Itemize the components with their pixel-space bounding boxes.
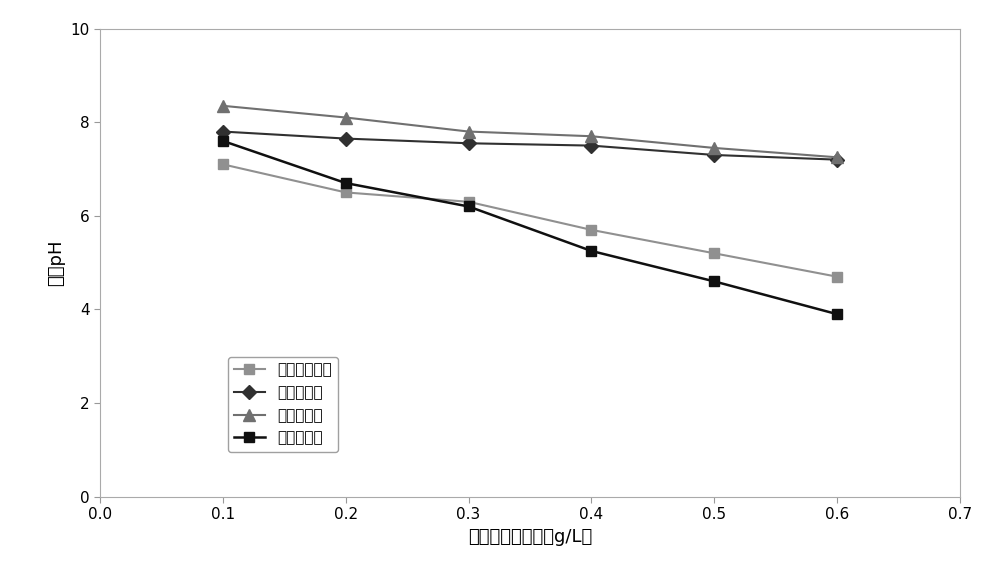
Y-axis label: 出水pH: 出水pH [47, 239, 65, 286]
Legend: 国外某混凝剂, 聚合氯化铝, 自制混凝剂, 聚合硫酸铁: 国外某混凝剂, 聚合氯化铝, 自制混凝剂, 聚合硫酸铁 [228, 356, 338, 452]
X-axis label: 混凝剂的投加量（g/L）: 混凝剂的投加量（g/L） [468, 528, 592, 546]
